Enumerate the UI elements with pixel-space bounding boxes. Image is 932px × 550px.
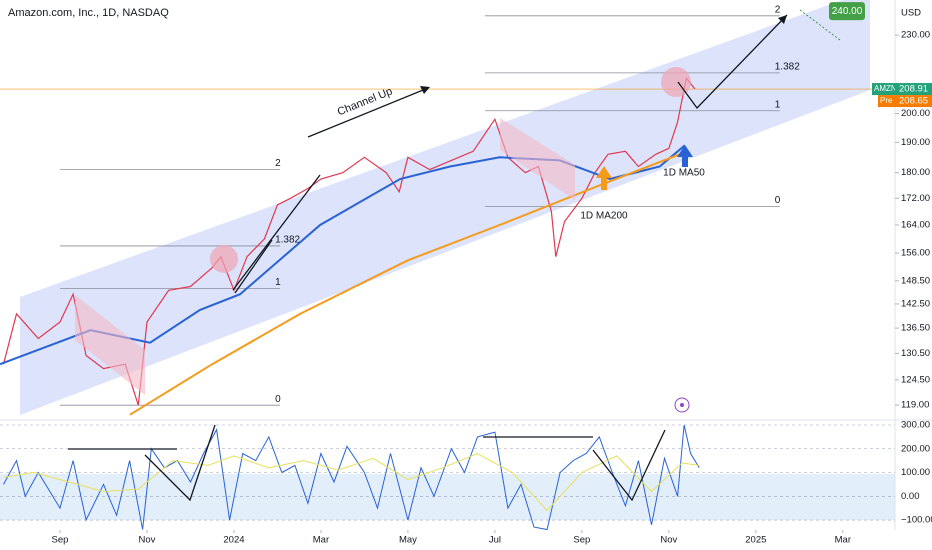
- series-line: [3, 452, 700, 512]
- price-tag: [872, 83, 895, 96]
- y-tick-label: 119.00: [901, 400, 929, 411]
- osc-tick-label: 300.00: [901, 420, 930, 431]
- osc-tick-label: 0.00: [901, 491, 920, 502]
- pre-tag: [878, 95, 895, 108]
- arrow-head: [778, 15, 787, 24]
- y-tick-label: 130.50: [901, 348, 930, 359]
- y-tick-label: 148.50: [901, 275, 930, 286]
- osc-tick-label: 100.00: [901, 467, 930, 478]
- event-icon: [674, 397, 690, 413]
- y-tick-label: 180.00: [901, 167, 930, 178]
- highlight-zone: [500, 118, 575, 200]
- pre-label: Pre: [880, 96, 893, 105]
- trend-line: [144, 424, 216, 502]
- fib-label: 1.382: [275, 235, 300, 246]
- trend-line: [592, 429, 666, 502]
- highlight: [661, 67, 691, 97]
- fib-label: 1: [775, 99, 781, 110]
- x-tick-label: Jul: [489, 535, 501, 546]
- x-tick-label: 2025: [745, 535, 766, 546]
- y-tick-label: 124.50: [901, 374, 930, 385]
- x-tick-label: Mar: [313, 535, 329, 546]
- symbol-label: AMZN: [874, 84, 897, 93]
- currency: USD: [901, 8, 921, 19]
- pre-tag: [895, 95, 932, 108]
- projection: [677, 14, 788, 110]
- y-tick-label: 172.00: [901, 193, 930, 204]
- osc-tick-label: −100.00: [901, 515, 932, 526]
- series-line: [2, 76, 696, 406]
- highlight-zone: [75, 295, 145, 395]
- y-tick-label: 200.00: [901, 108, 930, 119]
- ma200-label: 1D MA200: [580, 211, 628, 222]
- fib-label: 1: [275, 277, 281, 288]
- target-label: 240.00: [832, 6, 863, 17]
- y-tick-label: 230.00: [901, 30, 930, 41]
- x-tick-label: Nov: [660, 535, 677, 546]
- osc-tick-label: 200.00: [901, 443, 930, 454]
- ma50-label: 1D MA50: [663, 168, 705, 179]
- y-tick-label: 190.00: [901, 137, 930, 148]
- projection: [234, 239, 273, 294]
- fib-label: 2: [275, 158, 281, 169]
- fib-label: 0: [275, 394, 281, 405]
- chart-title: Amazon.com, Inc., 1D, NASDAQ: [8, 7, 169, 19]
- projection: [232, 174, 321, 291]
- arrow-head: [420, 86, 430, 94]
- pre-price-label: 208.65: [899, 96, 928, 107]
- target-box: [829, 2, 865, 21]
- y-tick-label: 136.50: [901, 323, 930, 334]
- oscillator-band: [0, 474, 895, 520]
- last-price-label: 208.91: [899, 84, 928, 95]
- x-tick-label: Nov: [139, 535, 156, 546]
- fib-label: 0: [775, 195, 781, 206]
- ma50-arrow: [677, 145, 693, 167]
- y-tick-label: 156.00: [901, 248, 930, 259]
- fib-label: 2: [775, 4, 781, 15]
- ma200-arrow: [596, 166, 612, 190]
- x-tick-label: Sep: [52, 535, 69, 546]
- fib-label: 1.382: [775, 62, 800, 73]
- channel-arrow: [307, 87, 429, 138]
- x-tick-label: 2024: [223, 535, 244, 546]
- x-tick-label: Mar: [835, 535, 851, 546]
- y-tick-label: 164.00: [901, 220, 930, 231]
- x-tick-label: Sep: [573, 535, 590, 546]
- series-line: [3, 424, 700, 531]
- y-tick-label: 142.50: [901, 298, 930, 309]
- event-icon: [680, 403, 684, 407]
- channel: [20, 0, 870, 415]
- x-tick-label: May: [399, 535, 417, 546]
- target-line: [799, 9, 841, 41]
- series-line: [129, 153, 681, 416]
- highlight: [210, 245, 238, 273]
- series-line: [0, 144, 686, 366]
- price-tag: [895, 83, 932, 96]
